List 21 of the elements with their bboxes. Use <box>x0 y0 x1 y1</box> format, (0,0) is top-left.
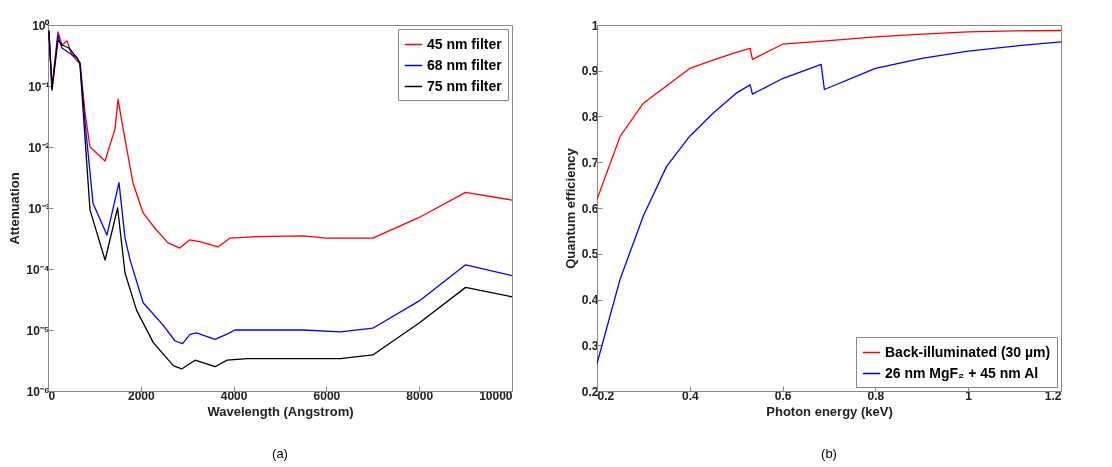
line-series <box>48 30 512 249</box>
y-tick-label: 0.7 <box>581 155 599 170</box>
legend-label: 26 nm MgF₂ + 45 nm Al <box>885 364 1039 381</box>
legend-label: 68 nm filter <box>427 56 503 73</box>
x-axis-title: Photon energy (keV) <box>766 403 893 419</box>
y-tick-label: 10⁻⁶ <box>26 384 50 399</box>
y-tick-label: 0.4 <box>581 293 599 307</box>
legend-label: 75 nm filter <box>427 77 503 94</box>
text: (b) <box>821 446 837 461</box>
y-tick-label: 10⁻¹ <box>28 79 50 94</box>
legend-label: Back-illuminated (30 µm) <box>885 343 1051 360</box>
y-axis-title: Quantum efficiency <box>562 147 578 269</box>
x-axis-title: Wavelength (Angstrom) <box>207 403 354 419</box>
y-tick-label: 10⁰ <box>32 18 51 33</box>
line-series <box>597 29 1061 200</box>
legend-label: 45 nm filter <box>427 35 503 52</box>
text: (a) <box>272 446 288 461</box>
y-tick-label: 10⁻⁵ <box>26 323 50 338</box>
line-series <box>597 41 1061 365</box>
y-axis-title: Attenuation <box>7 172 23 245</box>
y-tick-label: 10⁻⁴ <box>26 262 50 277</box>
